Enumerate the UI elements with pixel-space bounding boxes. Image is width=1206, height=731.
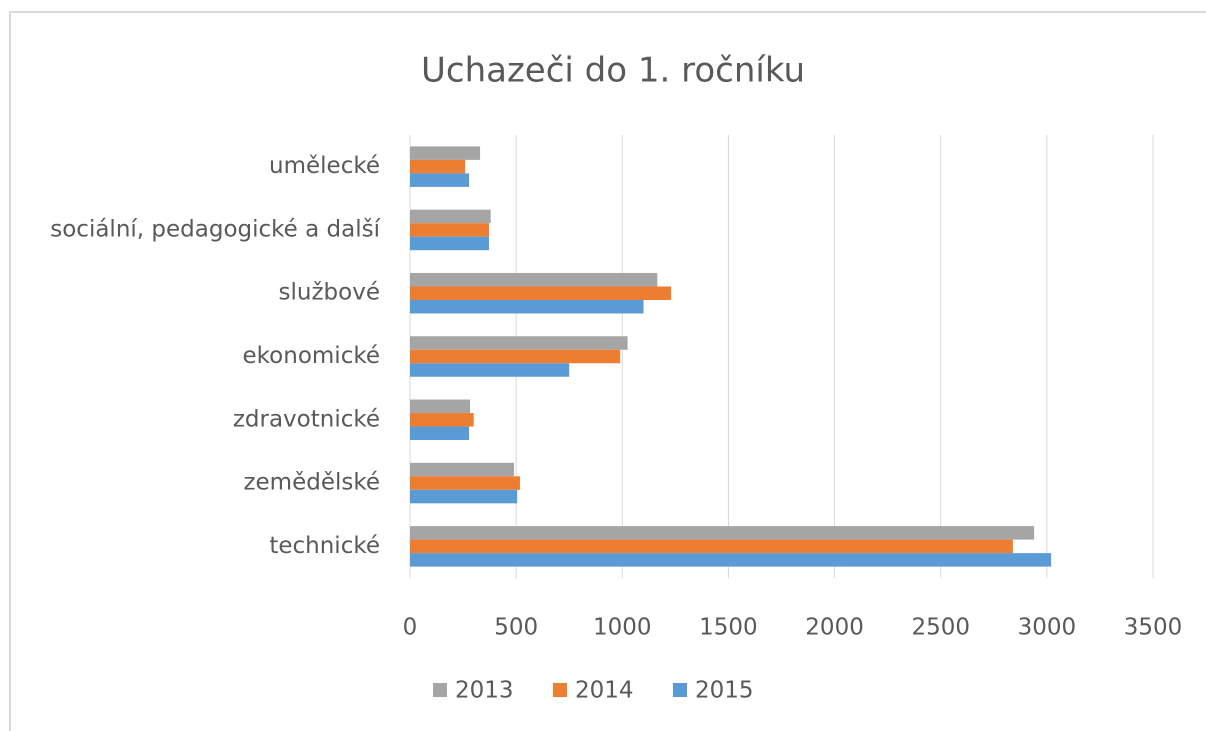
x-tick-label: 0 (403, 615, 418, 641)
bar (410, 236, 489, 251)
y-tick-label: sociální, pedagogické a další (50, 216, 380, 242)
bar (410, 349, 621, 364)
chart-title: Uchazeči do 1. ročníku (421, 51, 805, 91)
legend-label: 2015 (695, 678, 754, 704)
x-tick-label: 3000 (1018, 615, 1077, 641)
bar (410, 489, 518, 504)
x-tick-label: 500 (494, 615, 538, 641)
bar (410, 399, 471, 414)
legend-label: 2014 (575, 678, 634, 704)
y-tick-label: zdravotnické (233, 406, 380, 432)
x-tick-label: 3500 (1124, 615, 1183, 641)
y-tick-label: technické (269, 533, 380, 559)
bar (410, 526, 1035, 540)
y-tick-label: umělecké (269, 153, 380, 179)
bar (410, 209, 491, 224)
legend-swatch (433, 683, 447, 697)
y-tick-label: službové (279, 280, 380, 306)
bar (410, 336, 628, 350)
bar (410, 272, 658, 287)
legend-swatch (553, 683, 567, 697)
bar (410, 539, 1013, 554)
legend-label: 2013 (455, 678, 514, 704)
x-tick-label: 1500 (699, 615, 758, 641)
bar (410, 363, 570, 377)
bar (410, 223, 489, 237)
bar (410, 299, 644, 314)
y-tick-label: ekonomické (243, 343, 380, 369)
bar (410, 476, 520, 490)
bar (410, 286, 672, 300)
bar (410, 553, 1052, 567)
x-tick-label: 2000 (805, 615, 864, 641)
legend-swatch (673, 683, 687, 697)
y-tick-label: zemědělské (243, 470, 380, 496)
x-tick-label: 1000 (593, 615, 652, 641)
bar (410, 146, 481, 160)
bar (410, 426, 470, 441)
bar (410, 413, 474, 427)
bar (410, 462, 515, 477)
bar (410, 159, 466, 174)
bar (410, 173, 470, 187)
chart-frame (9, 11, 1206, 731)
x-tick-label: 2500 (911, 615, 970, 641)
